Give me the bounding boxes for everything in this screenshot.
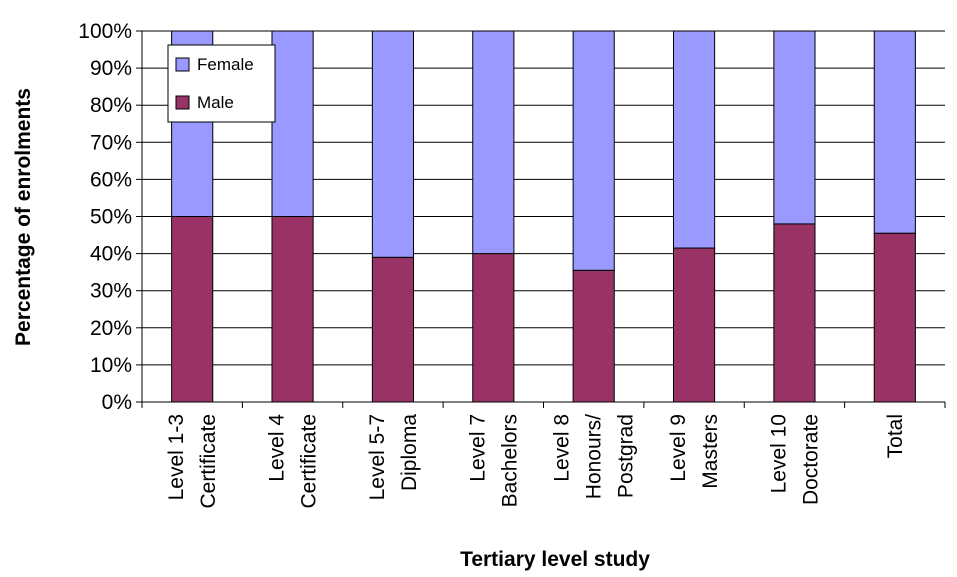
y-tick-label: 10% <box>90 354 132 377</box>
bar-female <box>572 30 615 271</box>
y-tick-label: 30% <box>90 280 132 303</box>
x-tick-label: Level 9 Masters <box>667 414 722 489</box>
legend-label-male: Male <box>197 93 234 112</box>
y-tick-label: 100% <box>78 20 132 43</box>
bar-female <box>773 30 816 225</box>
x-tick-label: Level 10 Doctorate <box>767 414 822 505</box>
y-tick-label: 40% <box>90 243 132 266</box>
y-tick-label: 50% <box>90 206 132 229</box>
bar-male <box>472 253 515 403</box>
x-tick-label: Level 4 Certificate <box>266 414 321 509</box>
y-axis-title: Percentage of enrolments <box>12 88 35 346</box>
axes <box>136 30 946 408</box>
y-tick-label: 90% <box>90 57 132 80</box>
x-tick-labels: Level 1-3 Certificate Level 4 Certificate Le… <box>165 414 907 509</box>
x-tick-label: Level 5-7 Diploma <box>366 414 421 501</box>
bar-male <box>271 216 314 403</box>
y-tick-label: 20% <box>90 317 132 340</box>
bar-male <box>773 223 816 403</box>
bar-male <box>371 256 415 403</box>
y-tick-label: 60% <box>90 168 132 191</box>
bar-male <box>171 216 214 403</box>
legend: Female Male <box>167 44 276 123</box>
legend-swatch-female <box>175 57 190 72</box>
x-tick-label: Level 7 Bachelors <box>466 414 521 507</box>
bar-male <box>873 232 916 403</box>
y-tick-label: 0% <box>102 391 132 414</box>
bar-female <box>873 30 916 234</box>
bar-male <box>572 269 615 403</box>
x-tick-label: Level 8 Honours/Postgrad <box>551 414 638 499</box>
bar-male <box>672 247 716 403</box>
bar-female <box>271 30 314 217</box>
x-axis-title: Tertiary level study <box>460 548 650 571</box>
y-tick-label: 80% <box>90 94 132 117</box>
x-tick-label: Total <box>884 414 907 458</box>
bar-female <box>472 30 515 255</box>
bar-female <box>672 30 716 249</box>
bars <box>171 30 916 403</box>
x-tick-label: Level 1-3 Certificate <box>165 414 220 509</box>
legend-swatch-male <box>175 95 190 110</box>
legend-label-female: Female <box>197 55 254 74</box>
bar-female <box>371 30 415 258</box>
y-tick-labels: 0% 10% 20% 30% 40% 50% 60% 70% 80% 90% 100% <box>78 20 132 414</box>
y-tick-label: 70% <box>90 131 132 154</box>
